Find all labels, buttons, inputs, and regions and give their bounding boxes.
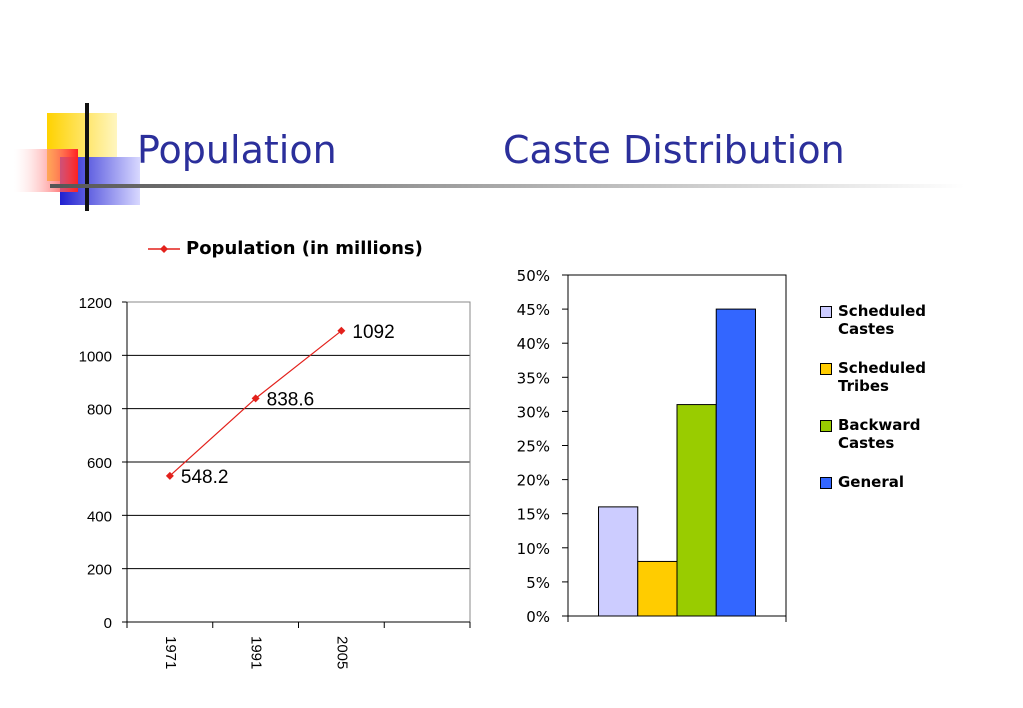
- caste-chart-legend: Scheduled Castes Scheduled Tribes Backwa…: [818, 302, 968, 512]
- legend-item-scheduled-castes: Scheduled Castes: [818, 302, 968, 338]
- legend-swatch: [820, 420, 832, 432]
- y-tick-label: 30%: [517, 403, 550, 421]
- data-label: 1092: [352, 322, 394, 343]
- deco-vertical-line: [85, 103, 89, 211]
- y-tick-label: 0: [104, 615, 112, 632]
- y-tick-label: 1000: [79, 348, 112, 365]
- legend-label: Backward Castes: [838, 416, 921, 452]
- legend-item-scheduled-tribes: Scheduled Tribes: [818, 359, 968, 395]
- legend-item-general: General: [818, 473, 968, 491]
- legend-swatch: [820, 477, 832, 489]
- bar-backward-castes: [676, 404, 717, 617]
- y-tick-label: 800: [87, 402, 112, 419]
- legend-swatch: [820, 306, 832, 318]
- y-tick-label: 1200: [79, 295, 112, 312]
- bar-scheduled-tribes: [637, 560, 678, 617]
- y-tick-label: 20%: [517, 472, 550, 490]
- legend-item-backward-castes: Backward Castes: [818, 416, 968, 452]
- data-point: [337, 326, 346, 335]
- slide-title-population: Population: [137, 128, 337, 172]
- x-tick-label: 1971: [162, 636, 179, 669]
- y-tick-label: 35%: [517, 369, 550, 387]
- legend-label: Scheduled Castes: [838, 302, 927, 338]
- y-tick-label: 45%: [517, 301, 550, 319]
- data-label: 838.6: [267, 389, 315, 410]
- bar-general: [715, 308, 756, 617]
- legend-swatch: [820, 363, 832, 375]
- slide-title-caste-distribution: Caste Distribution: [503, 128, 845, 172]
- y-tick-label: 200: [87, 562, 112, 579]
- deco-horizontal-line: [50, 184, 965, 188]
- y-tick-label: 15%: [517, 506, 550, 524]
- y-tick-label: 25%: [517, 438, 550, 456]
- legend-label: Scheduled Tribes: [838, 359, 927, 395]
- legend-label: General: [838, 473, 904, 491]
- y-tick-label: 5%: [526, 574, 550, 592]
- x-tick-label: 2005: [333, 636, 350, 669]
- y-tick-label: 50%: [517, 267, 550, 285]
- y-tick-label: 0%: [526, 608, 550, 626]
- legend-line-marker: [148, 245, 180, 253]
- y-tick-label: 10%: [517, 540, 550, 558]
- y-tick-label: 40%: [517, 335, 550, 353]
- y-tick-label: 600: [87, 455, 112, 472]
- x-tick-label: 1991: [248, 636, 265, 669]
- bar-scheduled-castes: [598, 506, 639, 617]
- data-point: [251, 394, 260, 403]
- population-legend-label: Population (in millions): [186, 238, 423, 259]
- data-point: [165, 471, 174, 480]
- y-tick-label: 400: [87, 508, 112, 525]
- data-label: 548.2: [181, 467, 229, 488]
- population-chart-legend: Population (in millions): [148, 238, 423, 259]
